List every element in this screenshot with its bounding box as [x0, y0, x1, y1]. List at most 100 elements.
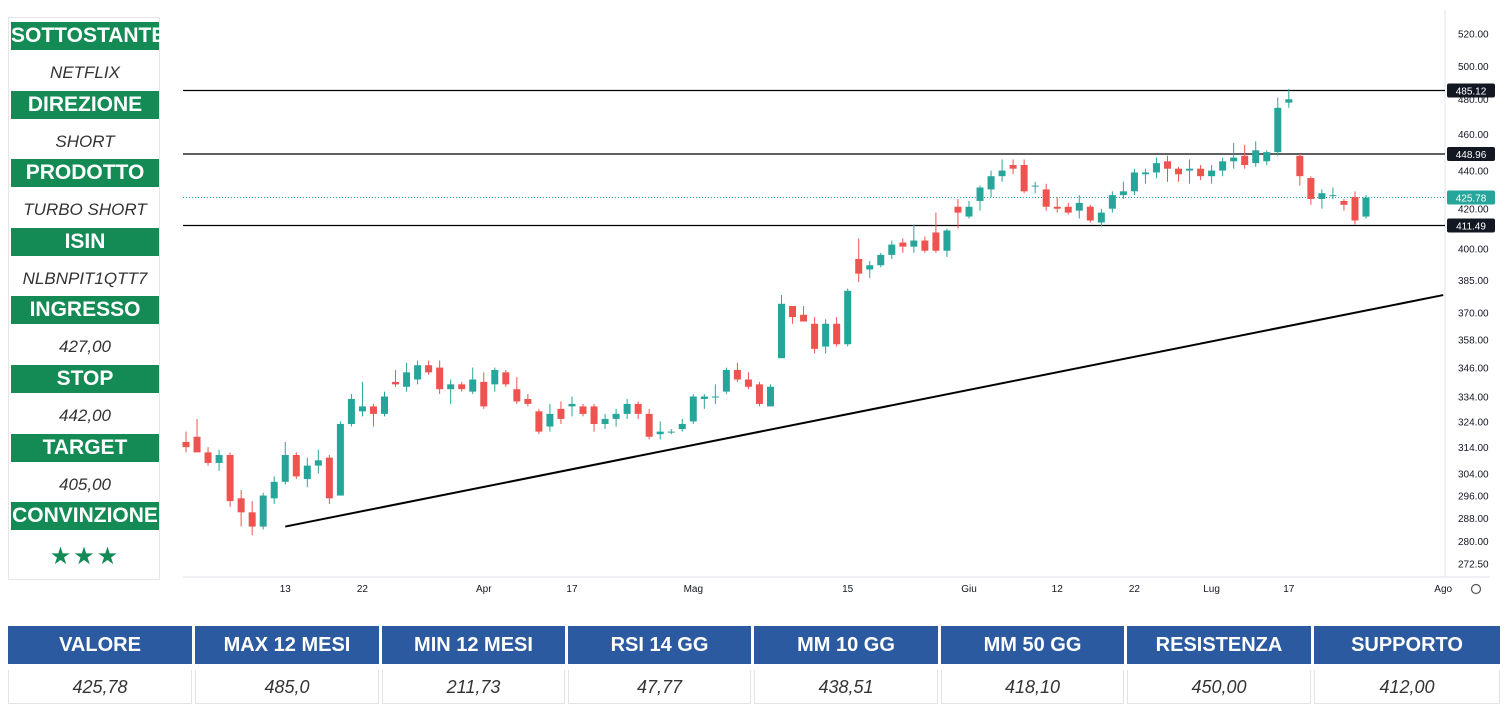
candle-body [193, 436, 201, 453]
y-tick-label: 288.00 [1458, 514, 1489, 525]
horizontal-level-tag [1447, 83, 1495, 98]
candle-body [292, 455, 300, 477]
stat-header-max-12-mesi: MAX 12 MESI [195, 626, 379, 664]
sidebar-value-ingresso: 427,00 [59, 337, 111, 356]
candle-body [1362, 197, 1370, 217]
candle-body [1252, 150, 1260, 164]
candle-body [1175, 168, 1183, 175]
candle-body [392, 381, 400, 385]
candle-body [557, 408, 565, 419]
candle-body [811, 323, 819, 349]
x-tick-label: Lug [1203, 584, 1220, 595]
candle-body [700, 396, 708, 399]
candle-body [513, 389, 521, 402]
candle-body [1141, 172, 1149, 175]
candle-body [1340, 200, 1348, 205]
candle-body [899, 242, 907, 247]
y-tick-label: 296.00 [1458, 492, 1489, 503]
candle-body [270, 481, 278, 499]
candle-body [910, 240, 918, 247]
candle-body [1208, 170, 1216, 177]
stat-value-mm-50-gg: 418,10 [941, 670, 1124, 704]
candle-body [491, 369, 499, 385]
candle-body [755, 384, 763, 404]
horizontal-level-tag [1447, 147, 1495, 162]
candle-body [744, 379, 752, 387]
sidebar-label-prodotto: PRODOTTO [11, 159, 159, 187]
candle-body [1075, 202, 1083, 211]
sidebar-label-direzione: DIREZIONE [11, 91, 159, 119]
candle-body [248, 512, 256, 527]
candle-body [866, 265, 874, 270]
x-tick-label: 17 [1283, 584, 1295, 595]
stat-header-rsi-14-gg: RSI 14 GG [568, 626, 751, 664]
stat-header-mm-10-gg: MM 10 GG [754, 626, 938, 664]
y-tick-label: 385.00 [1458, 276, 1489, 287]
horizontal-level-label: 411.49 [1456, 221, 1486, 232]
candle-body [336, 423, 344, 496]
stat-value-rsi-14-gg: 47,77 [568, 670, 751, 704]
candle-body [667, 431, 675, 433]
stat-value-resistenza: 450,00 [1127, 670, 1311, 704]
y-tick-label: 370.00 [1458, 309, 1489, 320]
candle-body [1296, 155, 1304, 177]
candle-body [1009, 164, 1017, 169]
candle-body [535, 411, 543, 432]
candle-body [237, 498, 245, 513]
sidebar-value-target: 405,00 [59, 475, 111, 494]
candle-body [877, 254, 885, 266]
candle-body [689, 396, 697, 422]
candle-body [1351, 197, 1359, 221]
candle-body [204, 452, 212, 463]
candle-body [711, 396, 719, 398]
stat-value-valore: 425,78 [8, 670, 192, 704]
x-tick-label: 12 [1052, 584, 1064, 595]
candle-body [447, 384, 455, 390]
candle-body [259, 495, 267, 527]
trade-sidebar: SOTTOSTANTE NETFLIX DIREZIONE SHORT PRODOTTO… [8, 17, 165, 580]
candle-body [833, 323, 841, 345]
x-tick-label: Mag [684, 584, 703, 595]
candle-body [502, 372, 510, 385]
sidebar-label-ingresso: INGRESSO [11, 296, 159, 324]
candle-body [954, 206, 962, 213]
sidebar-value-sottostante: NETFLIX [50, 63, 120, 82]
sidebar-label-stop: STOP [11, 365, 159, 393]
candle-body [469, 379, 477, 392]
y-tick-label: 500.00 [1458, 62, 1489, 73]
stat-header-valore: VALORE [8, 626, 192, 664]
candle-body [645, 413, 653, 437]
stat-header-min-12-mesi: MIN 12 MESI [382, 626, 565, 664]
candle-body [458, 384, 466, 390]
candle-body [1241, 155, 1249, 165]
y-tick-label: 324.00 [1458, 417, 1489, 428]
y-tick-label: 460.00 [1458, 130, 1489, 141]
candle-body [1285, 99, 1293, 103]
y-tick-label: 346.00 [1458, 364, 1489, 375]
x-tick-label: Giu [961, 584, 977, 595]
y-tick-label: 280.00 [1458, 537, 1489, 548]
candle-body [1318, 193, 1326, 199]
candle-body [1263, 152, 1271, 162]
candle-body [943, 230, 951, 251]
candle-body [590, 406, 598, 424]
candle-body [182, 441, 190, 448]
candle-body [656, 431, 664, 435]
support-trendline [285, 294, 1444, 528]
candle-body [480, 381, 488, 407]
y-tick-label: 480.00 [1458, 95, 1489, 106]
candle-body [546, 413, 554, 427]
candle-body [722, 369, 730, 392]
stat-value-min-12-mesi: 211,73 [382, 670, 565, 704]
candle-body [1186, 168, 1194, 171]
candle-body [579, 406, 587, 414]
candle-body [855, 259, 863, 274]
x-tick-label: 22 [1129, 584, 1141, 595]
x-tick-label: 22 [357, 584, 369, 595]
candle-body [314, 460, 322, 466]
x-tick-label: Apr [476, 584, 492, 595]
candle-body [358, 406, 366, 412]
x-tick-label: 13 [280, 584, 292, 595]
candle-body [425, 365, 433, 373]
stat-header-supporto: SUPPORTO [1314, 626, 1500, 664]
